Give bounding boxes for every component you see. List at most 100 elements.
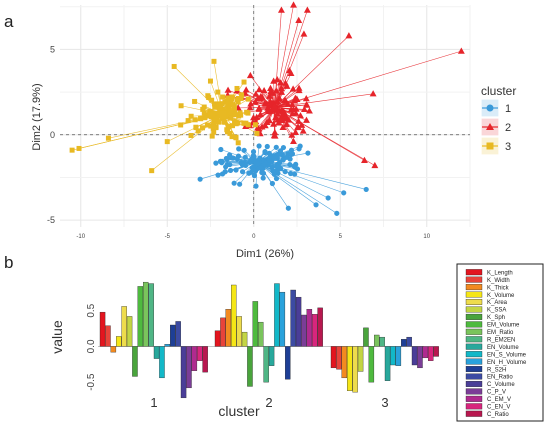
cluster-link-line <box>274 10 308 108</box>
scatter-point-circle <box>273 144 279 150</box>
bar <box>116 336 122 347</box>
scatter-point-square <box>237 110 243 116</box>
scatter-point-square <box>245 96 251 102</box>
scatter-point-triangle <box>262 100 270 107</box>
bar <box>290 289 296 347</box>
scatter-point-circle <box>215 172 221 178</box>
bar <box>274 283 280 347</box>
scatter-point-circle <box>213 160 219 166</box>
scatter-point-circle <box>288 152 294 158</box>
scatter-point-triangle <box>303 101 310 108</box>
scatter-point-circle <box>288 147 295 153</box>
scatter-point-circle <box>282 169 288 175</box>
scatter-point-square <box>207 111 213 117</box>
scatter-point-triangle <box>266 117 273 124</box>
scatter-point-circle <box>313 202 319 208</box>
scatter-point-square <box>231 104 237 110</box>
scatter-point-square <box>201 104 207 110</box>
y-tick-label: 0.0 <box>86 339 97 353</box>
scatter-point-square <box>202 115 208 121</box>
scatter-point-triangle <box>251 98 259 105</box>
panel-a-points <box>69 1 465 216</box>
scatter-point-square <box>69 147 75 153</box>
scatter-point-triangle <box>290 1 297 8</box>
legend-b-swatch <box>465 410 483 417</box>
x-tick-label: 10 <box>423 234 430 240</box>
scatter-point-square <box>192 117 198 123</box>
scatter-point-triangle <box>298 121 306 128</box>
scatter-point-square <box>164 139 170 145</box>
scatter-point-circle <box>291 163 297 170</box>
bar <box>433 346 439 357</box>
legend-b-label: K_Width <box>487 278 510 284</box>
scatter-point-circle <box>291 171 298 177</box>
bar <box>411 346 418 366</box>
scatter-point-triangle <box>303 116 310 123</box>
legend-b-swatch <box>465 276 483 283</box>
scatter-point-square <box>192 98 198 104</box>
scatter-point-circle <box>266 157 272 163</box>
scatter-point-square <box>188 132 194 138</box>
legend-b-label: C_EM_V <box>487 397 511 403</box>
scatter-point-square <box>149 168 155 174</box>
legend-a-marker <box>486 123 494 130</box>
bar <box>175 321 181 347</box>
scatter-point-triangle <box>269 89 277 96</box>
scatter-point-triangle <box>261 122 269 129</box>
scatter-point-triangle <box>246 71 254 79</box>
bar <box>306 309 313 347</box>
scatter-point-circle <box>219 158 225 164</box>
scatter-point-square <box>241 79 247 85</box>
scatter-point-square <box>209 97 215 103</box>
scatter-point-triangle <box>281 97 289 104</box>
scatter-point-triangle <box>278 88 286 95</box>
legend-a-label: 1 <box>505 103 511 115</box>
scatter-point-square <box>233 135 239 141</box>
scatter-point-triangle <box>276 95 284 102</box>
y-tick-label: 0.5 <box>86 303 97 317</box>
x-tick-label: 2 <box>265 395 272 410</box>
scatter-point-circle <box>262 149 268 156</box>
bar <box>330 346 337 369</box>
scatter-point-circle <box>271 155 277 161</box>
legend-b-label: C_Volume <box>487 382 515 388</box>
scatter-point-circle <box>297 143 303 149</box>
scatter-point-circle <box>235 153 242 159</box>
panel-a-legend: cluster 1 2 3 <box>481 84 516 155</box>
legend-b-label: EN_Ratio <box>487 375 513 381</box>
legend-b-swatch <box>465 284 483 291</box>
scatter-point-square <box>238 95 244 101</box>
scatter-point-circle <box>273 175 280 182</box>
bar <box>312 314 318 347</box>
scatter-point-circle <box>251 166 257 172</box>
bar <box>236 316 242 347</box>
scatter-point-triangle <box>284 100 292 107</box>
bar <box>214 330 221 347</box>
bar <box>148 283 154 347</box>
bar <box>180 346 187 399</box>
scatter-point-triangle <box>275 119 283 126</box>
bar <box>279 291 286 347</box>
scatter-point-triangle <box>288 100 296 108</box>
scatter-point-triangle <box>273 98 281 105</box>
scatter-point-triangle <box>266 92 273 99</box>
bar <box>384 346 391 381</box>
scatter-point-triangle <box>288 131 296 138</box>
bar <box>258 321 264 347</box>
bar <box>186 346 192 389</box>
scatter-point-triangle <box>264 104 272 111</box>
scatter-point-triangle <box>300 30 308 37</box>
scatter-point-triangle <box>300 105 308 113</box>
legend-b-label: K_Sph <box>487 315 505 321</box>
scatter-point-triangle <box>256 110 264 118</box>
legend-b-swatch <box>465 351 483 358</box>
scatter-point-triangle <box>292 128 300 135</box>
scatter-point-triangle <box>295 16 303 23</box>
scatter-point-square <box>229 96 235 102</box>
panel-a-x-axis-label: Dim1 (26%) <box>236 248 294 260</box>
bar <box>241 331 248 347</box>
bar <box>406 336 412 347</box>
scatter-point-triangle <box>270 132 278 139</box>
scatter-point-triangle <box>277 6 285 13</box>
